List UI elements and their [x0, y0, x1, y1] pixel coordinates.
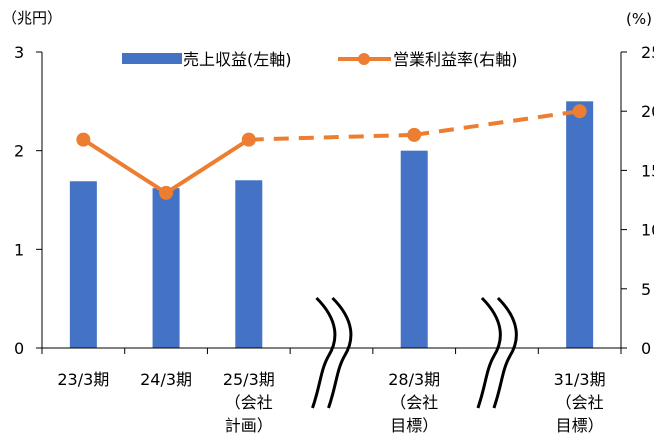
axes: 0 1 2 3 0 5 10 15 20 25	[14, 43, 654, 358]
axis-break-marks	[311, 296, 518, 409]
left-axis-tick-label: 3	[14, 43, 24, 62]
line-point	[572, 104, 587, 119]
line-point	[159, 185, 174, 200]
right-axis-tick-label: 25	[641, 43, 654, 62]
legend-bar-label: 売上収益(左軸)	[183, 50, 292, 69]
right-axis-tick-label: 10	[641, 221, 654, 240]
left-axis-tick-label: 2	[14, 142, 24, 161]
line-point	[407, 127, 422, 142]
legend-line-marker	[358, 53, 370, 65]
x-axis-tick-label: 25/3期	[223, 370, 275, 389]
line-segment	[82, 137, 168, 195]
x-axis-tick-label: 目標）	[390, 416, 438, 435]
x-axis-tick-label: 目標）	[556, 416, 604, 435]
bar-series	[69, 101, 594, 348]
x-axis-tick-label: 計画）	[225, 416, 273, 435]
right-axis-tick-label: 0	[641, 339, 651, 358]
axis-break-line	[492, 296, 518, 409]
x-axis-tick-label: 23/3期	[57, 370, 109, 389]
line-segment-dashed	[413, 109, 580, 137]
x-axis-tick-label: （会社	[225, 393, 273, 412]
bar	[235, 180, 263, 348]
x-axis-tick-label: 24/3期	[140, 370, 192, 389]
bar	[566, 101, 594, 348]
line-segment-dashed	[248, 132, 415, 142]
bar	[400, 150, 428, 348]
right-axis-tick-label: 20	[641, 102, 654, 121]
right-axis-tick-label: 5	[641, 280, 651, 299]
left-axis-tick-label: 0	[14, 339, 24, 358]
axis-break-line	[476, 296, 502, 409]
x-axis-tick-label: 31/3期	[554, 370, 606, 389]
line-point	[76, 132, 91, 147]
line-series	[76, 104, 587, 200]
legend: 売上収益(左軸) 営業利益率(右軸)	[122, 50, 518, 69]
axis-break-line	[311, 296, 337, 409]
right-axis-unit: (%)	[626, 10, 652, 28]
left-axis-tick-label: 1	[14, 240, 24, 259]
bar	[152, 188, 180, 348]
line-segment	[164, 137, 250, 195]
x-axis-tick-label: 28/3期	[388, 370, 440, 389]
left-axis-unit: （兆円）	[2, 9, 62, 27]
x-axis-tick-label: （会社	[556, 393, 604, 412]
right-axis-tick-label: 15	[641, 161, 654, 180]
bar	[69, 181, 97, 348]
legend-line-label: 営業利益率(右軸)	[393, 50, 518, 69]
line-point	[241, 132, 256, 147]
x-axis-tick-label: （会社	[390, 393, 438, 412]
axis-break-line	[327, 296, 353, 409]
legend-bar-swatch	[122, 53, 182, 64]
